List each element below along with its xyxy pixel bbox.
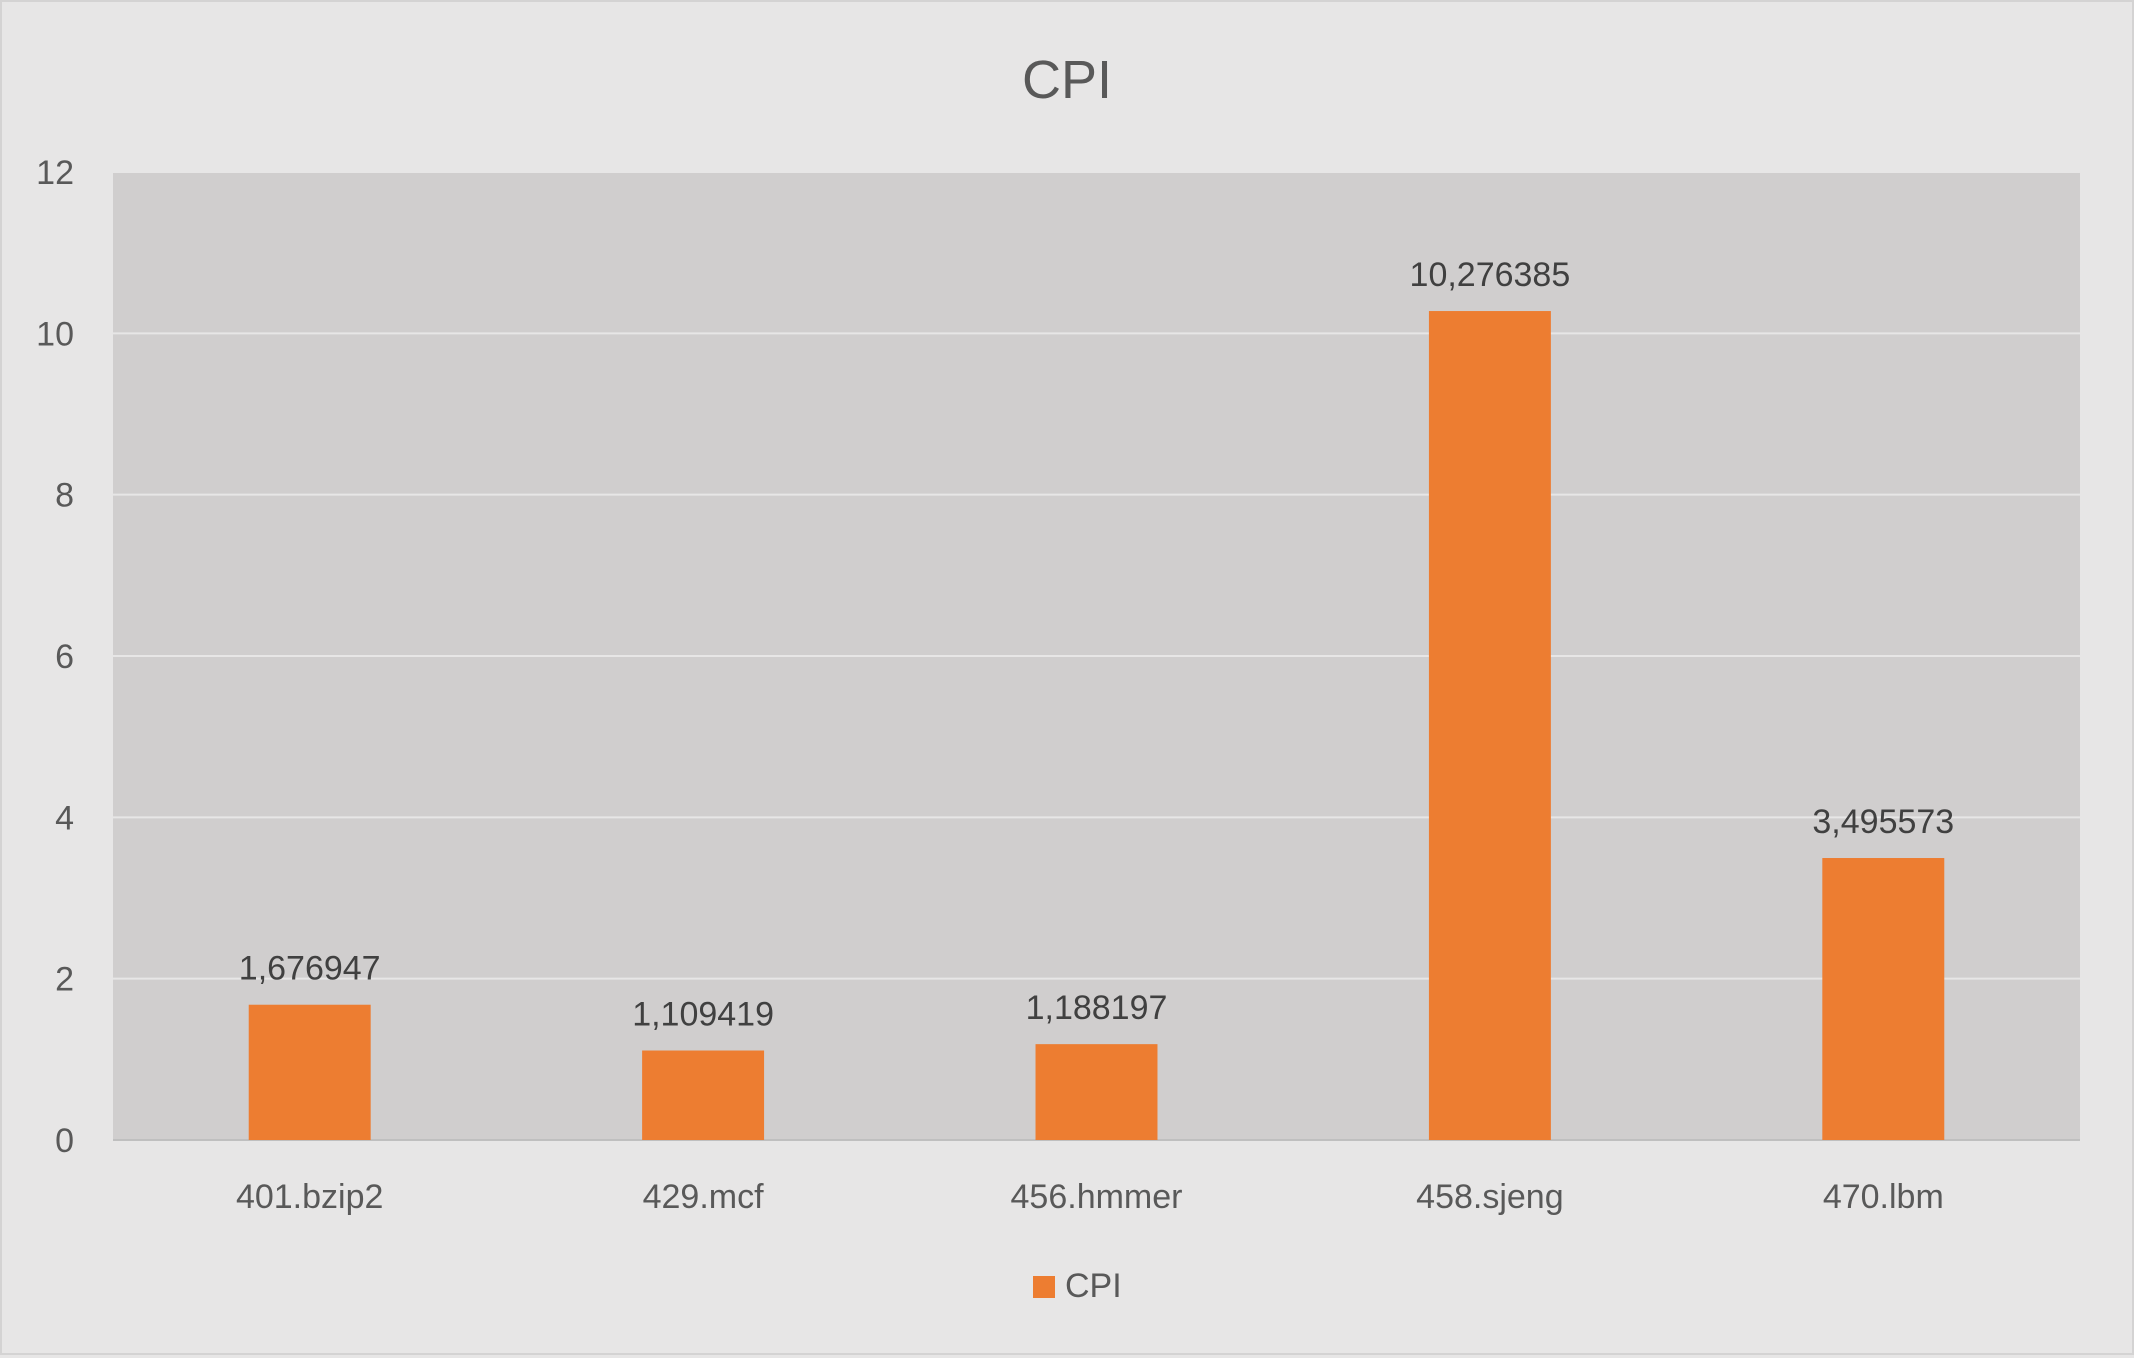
legend-swatch-cpi	[1033, 1276, 1055, 1298]
bars	[248, 311, 1945, 1140]
y-tick-label: 10	[36, 315, 74, 353]
data-label: 1,188197	[1026, 989, 1168, 1027]
bar-401.bzip2	[248, 1004, 371, 1140]
data-label: 1,676947	[239, 950, 381, 988]
bar-470.lbm	[1822, 858, 1945, 1140]
data-label: 1,109419	[632, 996, 774, 1034]
x-tick-label: 470.lbm	[1823, 1178, 1944, 1216]
legend: CPI	[1033, 1267, 1122, 1305]
legend-label-cpi: CPI	[1065, 1267, 1122, 1305]
bar-429.mcf	[642, 1050, 765, 1140]
x-tick-label: 456.hmmer	[1011, 1178, 1183, 1216]
y-tick-label: 0	[55, 1122, 74, 1160]
data-label: 3,495573	[1812, 803, 1954, 841]
x-tick-label: 429.mcf	[643, 1178, 764, 1216]
x-tick-label: 458.sjeng	[1416, 1178, 1563, 1216]
y-tick-label: 2	[55, 961, 74, 999]
y-tick-label: 6	[55, 638, 74, 676]
chart-title: CPI	[1022, 50, 1112, 110]
y-tick-label: 4	[55, 799, 74, 837]
bar-458.sjeng	[1428, 311, 1551, 1140]
x-axis-tick-labels: 401.bzip2 429.mcf 456.hmmer 458.sjeng 470.lb…	[236, 1178, 1944, 1216]
bar-456.hmmer	[1035, 1044, 1158, 1140]
x-tick-label: 401.bzip2	[236, 1178, 383, 1216]
y-tick-label: 12	[36, 154, 74, 192]
y-axis-tick-labels: 0 2 4 6 8 10 12	[36, 154, 74, 1160]
data-label: 10,276385	[1410, 256, 1571, 294]
gridlines	[113, 171, 2080, 1141]
data-labels: 1,676947 1,109419 1,188197 10,276385 3,49557…	[239, 256, 1954, 1033]
y-tick-label: 8	[55, 477, 74, 515]
